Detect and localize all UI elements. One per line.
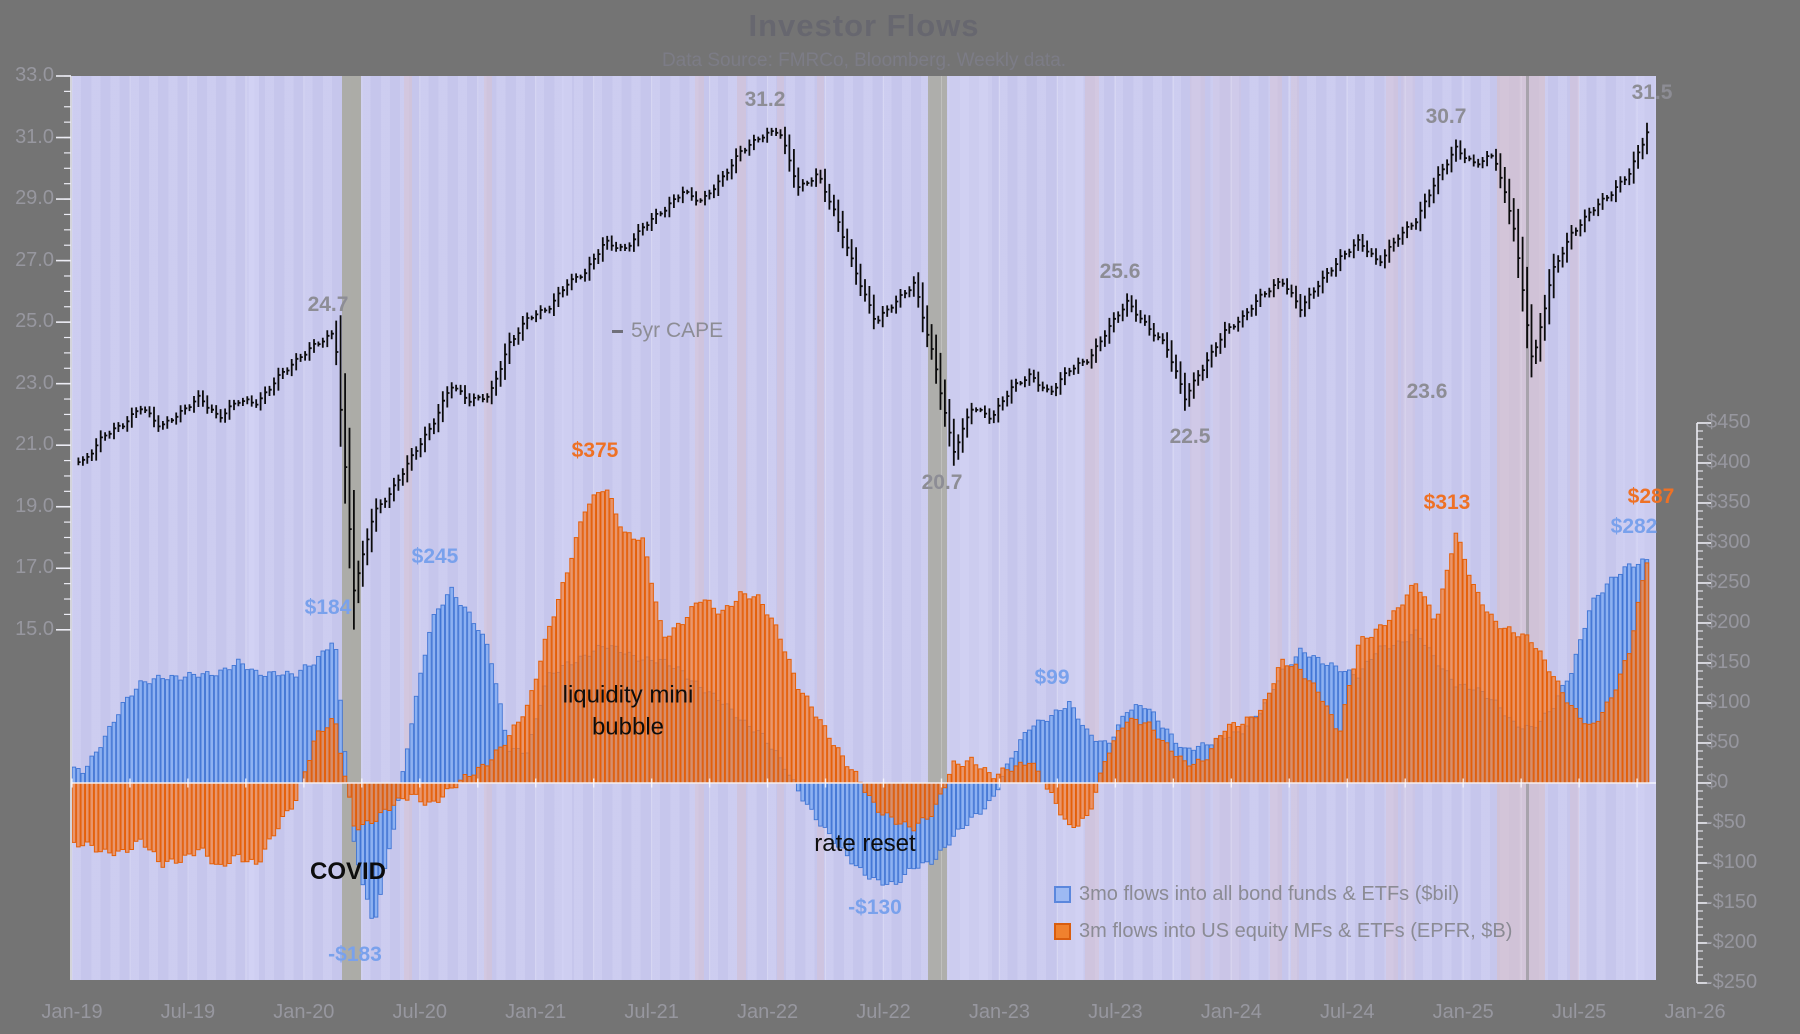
- event-band: [1190, 76, 1205, 980]
- right-axis-tick-label: -$50: [1706, 811, 1747, 833]
- legend-item-equity-flows: 3m flows into US equity MFs & ETFs (EPFR…: [1054, 913, 1512, 950]
- left-axis-tick-label: 19.0: [15, 494, 54, 517]
- bond-flows-swatch-icon: [1054, 886, 1071, 903]
- page-title: Investor Flows: [748, 8, 980, 43]
- x-axis-tick-label: Jan-21: [505, 1001, 567, 1023]
- event-band: [737, 76, 746, 980]
- annotation-rate-reset: rate reset: [814, 830, 916, 858]
- annotation--245: $245: [411, 545, 459, 569]
- bond-flows-legend-label: 3mo flows into all bond funds & ETFs ($b…: [1079, 883, 1460, 905]
- annotation-20-7: 20.7: [921, 471, 963, 495]
- right-axis-tick-label: $350: [1706, 491, 1751, 513]
- right-axis-tick-label: $200: [1706, 611, 1751, 633]
- event-band: [1085, 76, 1099, 980]
- right-axis-tick-label: $300: [1706, 531, 1751, 553]
- event-band: [484, 76, 492, 980]
- x-axis-tick-label: Jul-21: [624, 1001, 679, 1023]
- annotation-31-5: 31.5: [1631, 81, 1673, 105]
- x-axis-tick-label: Jan-20: [273, 1001, 335, 1023]
- event-band: [928, 76, 947, 980]
- annotation--130: -$130: [848, 896, 902, 920]
- event-band: [777, 76, 784, 980]
- annotation--99: $99: [1034, 666, 1070, 690]
- event-band: [249, 76, 259, 980]
- x-axis-tick-label: Jan-23: [968, 1001, 1031, 1023]
- annotation-31-2: 31.2: [744, 88, 786, 112]
- x-axis-tick-label: Jan-22: [737, 1001, 799, 1023]
- right-axis-tick-label: $50: [1706, 731, 1740, 753]
- right-axis-tick-label: $250: [1706, 571, 1751, 593]
- annotation-covid: COVID: [309, 858, 387, 886]
- cape-line-sample-icon: [612, 329, 623, 333]
- event-band: [1570, 76, 1579, 980]
- right-axis-tick-label: $150: [1706, 651, 1751, 673]
- legend: 3mo flows into all bond funds & ETFs ($b…: [1054, 876, 1512, 950]
- left-axis-tick-label: 27.0: [15, 248, 54, 271]
- annotation--282: $282: [1610, 515, 1658, 539]
- right-axis-tick-label: $400: [1706, 451, 1751, 473]
- x-axis-tick-label: Jan-25: [1432, 1001, 1494, 1023]
- left-axis-tick-label: 21.0: [15, 433, 54, 456]
- left-axis-tick-label: 15.0: [15, 617, 54, 640]
- annotation-22-5: 22.5: [1169, 425, 1211, 449]
- event-band: [1526, 76, 1529, 980]
- cape-line-key: 5yr CAPE: [612, 319, 723, 343]
- annotation-liquidity-mini-bubble: liquidity mini bubble: [562, 681, 694, 740]
- right-axis-tick-label: -$150: [1706, 891, 1758, 913]
- event-band: [404, 76, 412, 980]
- annotation-30-7: 30.7: [1425, 105, 1467, 129]
- annotation--375: $375: [571, 439, 619, 463]
- chart-subtitle: Data Source: FMRCo, Bloomberg. Weekly da…: [661, 50, 1067, 71]
- legend-item-bond-flows: 3mo flows into all bond funds & ETFs ($b…: [1054, 876, 1512, 913]
- right-axis-tick-label: -$100: [1706, 851, 1758, 873]
- left-axis-tick-label: 31.0: [15, 125, 54, 148]
- right-axis-tick-label: $450: [1706, 411, 1751, 433]
- annotation-23-6: 23.6: [1406, 380, 1448, 404]
- event-band: [948, 76, 992, 980]
- annotation-25-6: 25.6: [1099, 260, 1141, 284]
- right-axis-tick-label: -$200: [1706, 931, 1758, 953]
- right-axis-tick-label: $0: [1706, 771, 1729, 793]
- x-axis-tick-label: Jul-20: [392, 1001, 448, 1023]
- event-band: [1270, 76, 1282, 980]
- left-axis-tick-label: 23.0: [15, 371, 54, 394]
- annotation-24-7: 24.7: [307, 293, 349, 317]
- x-axis-tick-label: Jan-19: [41, 1001, 103, 1023]
- event-band: [1497, 76, 1545, 980]
- left-axis-tick-label: 33.0: [15, 64, 54, 86]
- annotation--183: -$183: [328, 943, 382, 967]
- left-axis-tick-label: 25.0: [15, 310, 54, 333]
- x-axis-tick-label: Jul-23: [1088, 1001, 1143, 1023]
- event-band: [1291, 76, 1299, 980]
- right-axis-tick-label: -$250: [1706, 971, 1758, 993]
- event-band: [1213, 76, 1241, 980]
- event-band: [562, 76, 572, 980]
- cape-line-key-label: 5yr CAPE: [631, 319, 724, 342]
- annotation--287: $287: [1627, 485, 1675, 509]
- event-band: [342, 76, 361, 980]
- left-axis-tick-label: 29.0: [15, 187, 54, 210]
- x-axis-tick-label: Jul-19: [160, 1001, 216, 1023]
- equity-flows-swatch-icon: [1054, 923, 1071, 940]
- annotation--313: $313: [1423, 491, 1471, 515]
- event-band: [1401, 76, 1415, 980]
- right-axis-tick-label: $100: [1706, 691, 1751, 713]
- event-band: [1386, 76, 1398, 980]
- x-axis-tick-label: Jul-24: [1319, 1001, 1375, 1023]
- x-axis-tick-label: Jul-22: [856, 1001, 911, 1023]
- equity-flows-legend-label: 3m flows into US equity MFs & ETFs (EPFR…: [1079, 920, 1513, 942]
- x-axis-tick-label: Jan-26: [1664, 1001, 1726, 1023]
- event-band: [695, 76, 704, 980]
- annotation--184: $184: [304, 596, 352, 620]
- x-axis-tick-label: Jan-24: [1200, 1001, 1262, 1023]
- x-axis-tick-label: Jul-25: [1551, 1001, 1607, 1023]
- event-band: [1063, 76, 1083, 980]
- left-axis-tick-label: 17.0: [15, 556, 54, 579]
